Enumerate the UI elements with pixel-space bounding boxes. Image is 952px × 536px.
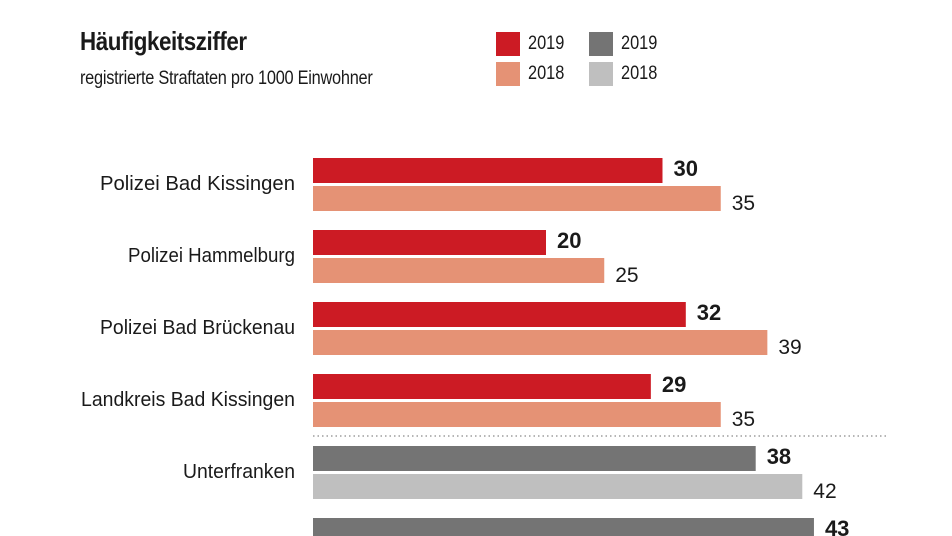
legend-item-local-2019: 2019 — [496, 32, 570, 56]
bar-landkreis-bad-kissingen-2018 — [313, 402, 721, 427]
category-label-polizei-bad-kissingen: Polizei Bad Kissingen — [100, 173, 295, 195]
value-label-polizei-bad-brueckenau-2019: 32 — [697, 300, 721, 325]
chart-subtitle: registrierte Straftaten pro 1000 Einwohn… — [80, 68, 373, 89]
value-label-bayern-2019: 43 — [825, 516, 849, 536]
value-label-unterfranken-2019: 38 — [767, 444, 791, 469]
chart-title: Häufigkeitsziffer — [80, 26, 247, 56]
legend-item-regional-2018: 2018 — [589, 62, 663, 86]
bar-polizei-bad-kissingen-2018 — [313, 186, 721, 211]
legend-swatch-regional-2018 — [589, 62, 613, 86]
value-label-polizei-bad-kissingen-2018: 35 — [732, 192, 755, 215]
bar-bayern-2019 — [313, 518, 814, 536]
category-label-unterfranken: Unterfranken — [183, 461, 295, 483]
bar-landkreis-bad-kissingen-2019 — [313, 374, 651, 399]
category-label-landkreis-bad-kissingen: Landkreis Bad Kissingen — [81, 389, 295, 411]
category-label-bayern: Bayern — [239, 533, 295, 536]
bar-polizei-bad-kissingen-2019 — [313, 158, 663, 183]
legend-swatch-regional-2019 — [589, 32, 613, 56]
legend-label-local-2018: 2018 — [528, 63, 565, 84]
bar-unterfranken-2019 — [313, 446, 756, 471]
value-label-polizei-hammelburg-2019: 20 — [557, 228, 581, 253]
legend-item-regional-2019: 2019 — [589, 32, 663, 56]
value-label-landkreis-bad-kissingen-2019: 29 — [662, 372, 686, 397]
legend-swatch-local-2018 — [496, 62, 520, 86]
bar-polizei-bad-brueckenau-2018 — [313, 330, 768, 355]
legend-item-local-2018: 2018 — [496, 62, 570, 86]
bar-polizei-hammelburg-2019 — [313, 230, 546, 255]
value-label-polizei-hammelburg-2018: 25 — [615, 264, 638, 287]
legend-label-regional-2019: 2019 — [621, 33, 658, 54]
bar-polizei-bad-brueckenau-2019 — [313, 302, 686, 327]
value-label-unterfranken-2018: 42 — [813, 480, 836, 503]
bar-polizei-hammelburg-2018 — [313, 258, 605, 283]
bar-unterfranken-2018 — [313, 474, 803, 499]
category-label-polizei-bad-brueckenau: Polizei Bad Brückenau — [100, 317, 295, 339]
value-label-polizei-bad-kissingen-2019: 30 — [674, 156, 698, 181]
legend-swatch-local-2019 — [496, 32, 520, 56]
legend-label-local-2019: 2019 — [528, 33, 565, 54]
value-label-polizei-bad-brueckenau-2018: 39 — [778, 336, 801, 359]
value-label-landkreis-bad-kissingen-2018: 35 — [732, 408, 755, 431]
category-label-polizei-hammelburg: Polizei Hammelburg — [128, 245, 295, 267]
legend-label-regional-2018: 2018 — [621, 63, 658, 84]
